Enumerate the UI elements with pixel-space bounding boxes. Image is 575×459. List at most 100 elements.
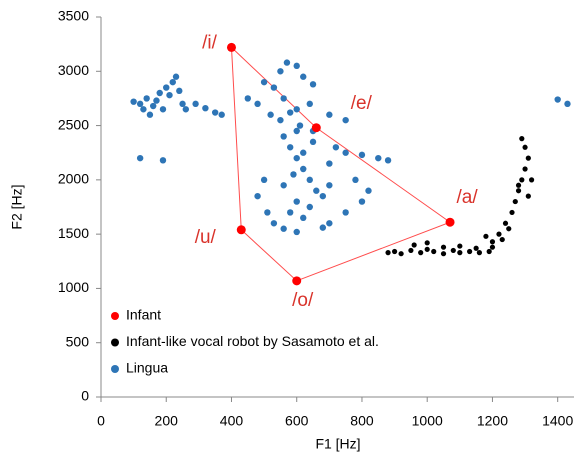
lingua-point [280,95,287,102]
lingua-point [270,84,278,91]
lingua-point [169,78,176,86]
infant-point [445,217,455,227]
lingua-point [306,176,313,184]
lingua-point [287,144,294,151]
lingua-point [211,109,219,116]
infant-point [236,225,246,235]
lingua-point [136,100,144,108]
robot-point [440,251,447,257]
lingua-point [277,116,284,124]
legend-marker [111,312,119,320]
lingua-point [192,100,199,108]
y-tick-label: 1000 [58,279,89,295]
vowel-label: /u/ [195,227,217,248]
lingua-point [293,127,300,135]
lingua-point [300,149,307,156]
vowel-label: /a/ [456,187,478,208]
lingua-point [283,59,291,66]
lingua-point [352,176,359,184]
legend-label: Lingua [126,360,168,376]
lingua-point [260,176,268,184]
lingua-point [159,157,167,164]
lingua-point [130,98,137,105]
lingua-point [319,224,327,231]
lingua-point [267,111,274,118]
lingua-point [326,160,333,167]
robot-point [519,136,525,142]
vowel-label: /o/ [292,290,314,311]
robot-point [476,250,482,256]
robot-point [502,220,509,226]
vowel-outline [230,47,452,282]
lingua-point [277,68,284,75]
lingua-point [358,198,366,205]
lingua-point [287,209,294,216]
lingua-point [293,154,300,162]
lingua-point [564,100,571,108]
y-tick-label: 500 [66,333,90,349]
lingua-point [254,192,261,200]
lingua-point [342,149,349,156]
legend-marker [111,365,119,373]
lingua-point [176,87,183,95]
lingua-point [384,157,392,164]
robot-point [424,246,430,252]
robot-point [486,248,492,255]
infant-point [226,42,236,52]
lingua-point [140,106,147,113]
y-tick-label: 3500 [58,8,89,24]
robot-point [528,177,535,183]
robot-point [398,251,404,257]
robot-point [408,247,414,254]
robot-point [515,182,522,188]
robot-point [411,242,417,248]
robot-point [467,248,473,255]
legend-label: Infant [126,307,161,323]
robot-point [525,193,531,199]
vowel-label: /i/ [202,32,218,53]
lingua-point [326,111,333,118]
lingua-point [156,89,163,97]
robot-point [424,240,430,246]
lingua-point [260,78,268,86]
robot-point [499,236,505,243]
lingua-point [153,97,160,104]
robot-point [489,244,496,250]
x-tick-label: 0 [97,413,105,429]
lingua-point [244,95,251,102]
legend-marker [111,338,119,347]
robot-point [515,188,522,194]
robot-point [385,250,391,256]
lingua-point [296,122,304,129]
lingua-point [254,100,261,108]
lingua-point [202,105,209,112]
robot-point [457,243,463,249]
lingua-point [342,116,349,124]
lingua-point [146,111,154,118]
lingua-point [306,203,313,211]
lingua-point [270,220,278,227]
x-tick-label: 1200 [477,413,508,429]
robot-point [457,250,463,256]
lingua-point [300,165,307,173]
lingua-point [218,111,225,118]
lingua-point [149,102,157,110]
lingua-point [313,187,320,194]
lingua-point [293,106,300,113]
robot-point [525,155,531,161]
lingua-point [179,100,186,108]
y-tick-label: 2000 [58,171,89,187]
lingua-point [182,106,190,113]
x-tick-label: 1400 [542,413,573,429]
lingua-point [309,138,317,146]
robot-point [522,144,528,150]
lingua-point [365,187,372,194]
lingua-point [358,151,366,159]
y-axis-label: F2 [Hz] [9,184,25,229]
lingua-point [143,95,150,102]
lingua-point [375,154,382,162]
lingua-point [172,73,180,80]
lingua-point [326,182,333,189]
lingua-point [290,171,297,178]
